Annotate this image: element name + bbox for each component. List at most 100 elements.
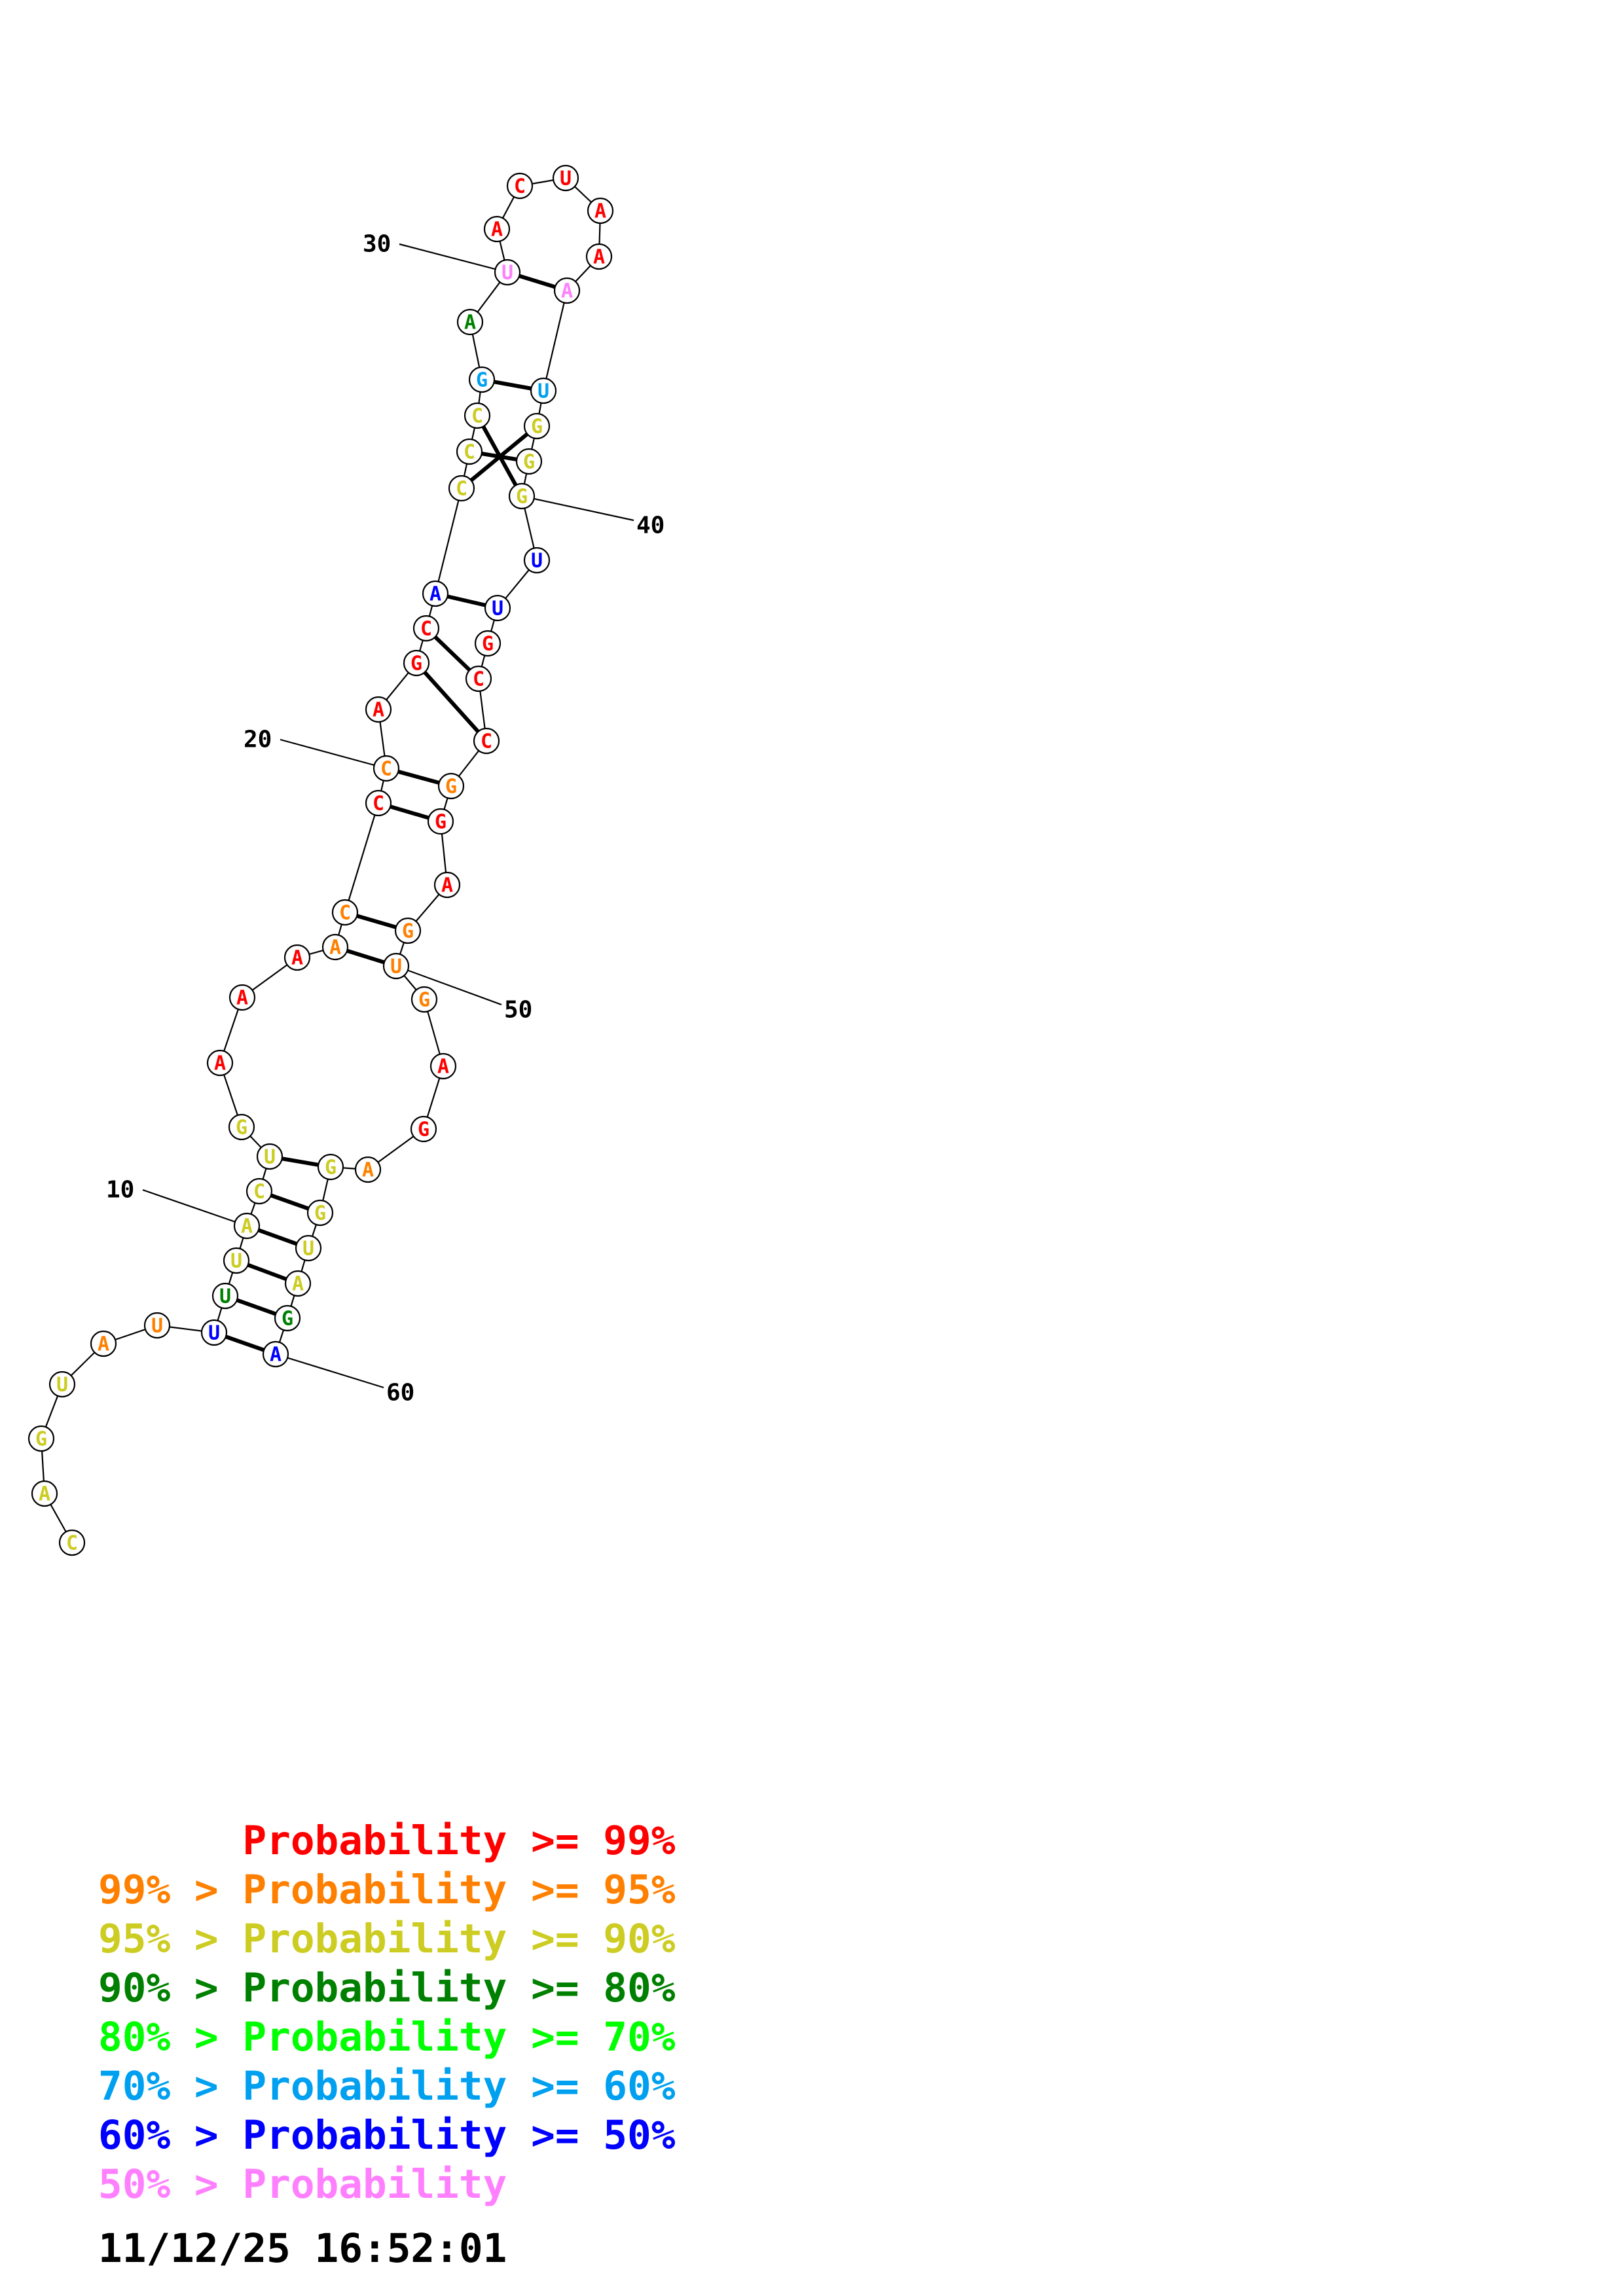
nucleotide-circle (410, 1115, 437, 1143)
nucleotide-circle (211, 1282, 239, 1310)
nucleotide-base: C (464, 441, 475, 464)
nucleotide-base: C (380, 758, 392, 781)
nucleotide-circle (382, 952, 410, 980)
nucleotide-47: G (427, 808, 454, 835)
legend-entry-2: 99% > Probability >= 95% (98, 1865, 792, 1914)
nucleotide-base: C (339, 902, 351, 925)
nucleotide-base: U (538, 380, 549, 403)
nucleotide-39: G (515, 448, 543, 475)
nucleotide-circle (365, 789, 392, 817)
nucleotide-54: A (354, 1156, 382, 1183)
nucleotide-base: A (291, 947, 303, 970)
nucleotide-52: A (429, 1052, 457, 1080)
position-tick (399, 243, 508, 274)
nucleotide-circle (465, 665, 492, 692)
nucleotide-base: A (236, 987, 248, 1010)
nucleotide-16: A (283, 944, 311, 971)
nucleotide-base: U (219, 1285, 231, 1308)
nucleotide-base: U (560, 168, 572, 190)
nucleotide-11: C (246, 1177, 273, 1205)
legend-label: Probability (242, 2063, 507, 2109)
nucleotide-7: U (200, 1319, 228, 1346)
nucleotide-base: A (214, 1052, 226, 1075)
nucleotide-base: G (236, 1117, 247, 1139)
nucleotide-43: G (474, 630, 501, 657)
nucleotide-3: G (27, 1425, 55, 1452)
legend-prefix: 50% > (98, 2161, 219, 2208)
nucleotide-base: G (402, 920, 414, 943)
nucleotide-circle (233, 1212, 261, 1240)
legend-entry-6: 70% > Probability >= 60% (98, 2062, 792, 2111)
nucleotide-circle (474, 630, 501, 657)
nucleotide-24: A (422, 580, 449, 607)
nucleotide-base: A (561, 280, 573, 303)
legend-label: Probability (242, 1818, 507, 1864)
backbone-link (542, 290, 568, 391)
nucleotide-base: G (523, 451, 535, 474)
nucleotide-base: G (418, 989, 430, 1012)
nucleotide-circle (394, 917, 422, 944)
legend-entry-5: 80% > Probability >= 70% (98, 2013, 792, 2062)
nucleotide-base: G (531, 416, 543, 439)
nucleotide-circle (422, 580, 449, 607)
legend-threshold: >= 99% (531, 1818, 676, 1864)
nucleotide-circle (456, 438, 483, 465)
nucleotide-58: A (284, 1270, 312, 1297)
backbone-link (344, 802, 380, 913)
nucleotide-base: A (362, 1159, 374, 1182)
nucleotide-53: G (410, 1115, 437, 1143)
nucleotide-circle (295, 1234, 322, 1262)
position-tick (521, 495, 634, 522)
nucleotide-base: A (594, 200, 606, 223)
nucleotide-6: U (143, 1312, 171, 1339)
nucleotide-base: A (437, 1056, 449, 1079)
legend-threshold: >= 90% (531, 1916, 676, 1962)
nucleotide-circle (553, 277, 581, 304)
nucleotide-circle (365, 696, 392, 723)
nucleotide-base: G (476, 369, 488, 392)
nucleotide-base: A (241, 1215, 253, 1238)
nucleotide-base: G (282, 1308, 293, 1331)
nucleotide-circle (433, 871, 461, 899)
nucleotide-circle (456, 308, 484, 336)
nucleotide-circle (256, 1143, 283, 1170)
nucleotide-circle (412, 615, 440, 642)
nucleotide-50: U (382, 952, 410, 980)
nucleotide-base: U (230, 1250, 242, 1273)
legend-label: Probability (242, 2112, 507, 2159)
nucleotide-base: U (208, 1322, 220, 1345)
nucleotide-circle (274, 1304, 301, 1332)
legend-prefix: 99% > (98, 1867, 219, 1913)
legend-label: Probability (242, 2014, 507, 2060)
nucleotide-base: A (491, 219, 503, 242)
nucleotide-base: U (264, 1146, 276, 1169)
nucleotide-base: G (35, 1428, 47, 1451)
nucleotide-48: A (433, 871, 461, 899)
nucleotide-23: C (412, 615, 440, 642)
base-pair-bond (414, 661, 488, 743)
nucleotide-44: C (465, 665, 492, 692)
nucleotide-base: A (441, 874, 453, 897)
nucleotide-37: U (530, 377, 557, 404)
legend-entry-4: 90% > Probability >= 80% (98, 1964, 792, 2013)
nucleotide-36: A (553, 277, 581, 304)
nucleotide-base: G (410, 653, 422, 675)
position-tick (395, 965, 502, 1006)
nucleotide-circle (317, 1153, 344, 1181)
backbone-link (434, 488, 463, 594)
nucleotide-base: A (593, 246, 605, 269)
nucleotide-base: C (471, 405, 483, 428)
backbone (40, 177, 602, 1543)
nucleotide-circle (530, 377, 557, 404)
nucleotide-base: A (270, 1344, 282, 1367)
nucleotide-base: C (456, 478, 467, 501)
nucleotide-base: C (514, 175, 526, 198)
nucleotide-49: G (394, 917, 422, 944)
legend-threshold: >= 70% (531, 2014, 676, 2060)
position-label-20: 20 (244, 726, 272, 753)
nucleotide-base: G (516, 486, 528, 509)
nucleotide-34: A (587, 197, 614, 224)
nucleotide-circle (228, 1113, 255, 1141)
nucleotide-base: A (329, 937, 341, 960)
nucleotide-circle (90, 1330, 117, 1357)
